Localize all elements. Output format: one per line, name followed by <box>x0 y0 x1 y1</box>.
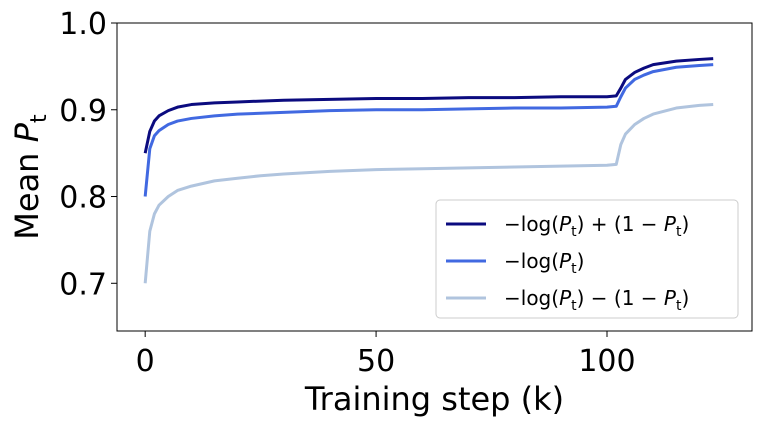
y-tick-label: 0.7 <box>59 267 107 302</box>
data-line <box>143 103 714 284</box>
y-tick-label: 1.0 <box>59 7 107 42</box>
x-tick-label: 0 <box>136 344 155 379</box>
legend-box <box>435 199 739 319</box>
legend: −log(Pt​) + (1 − Pt​) −log(Pt​) −log(Pt​) … <box>435 199 739 319</box>
x-tick-label: 50 <box>357 344 395 379</box>
legend-label: −log(Pt​) <box>504 249 584 277</box>
x-tick-label: 100 <box>578 344 635 379</box>
data-line <box>143 57 714 154</box>
data-line <box>143 63 714 197</box>
y-axis-label: Mean Pt​ <box>8 114 52 240</box>
y-tick-label: 0.8 <box>59 181 107 216</box>
plot-frame <box>116 22 753 332</box>
y-tick-label: 0.9 <box>59 94 107 129</box>
legend-label: −log(Pt​) + (1 − Pt​) <box>504 212 689 240</box>
x-axis-label: Training step (k) <box>304 380 564 418</box>
legend-label: −log(Pt​) − (1 − Pt​) <box>504 286 689 314</box>
